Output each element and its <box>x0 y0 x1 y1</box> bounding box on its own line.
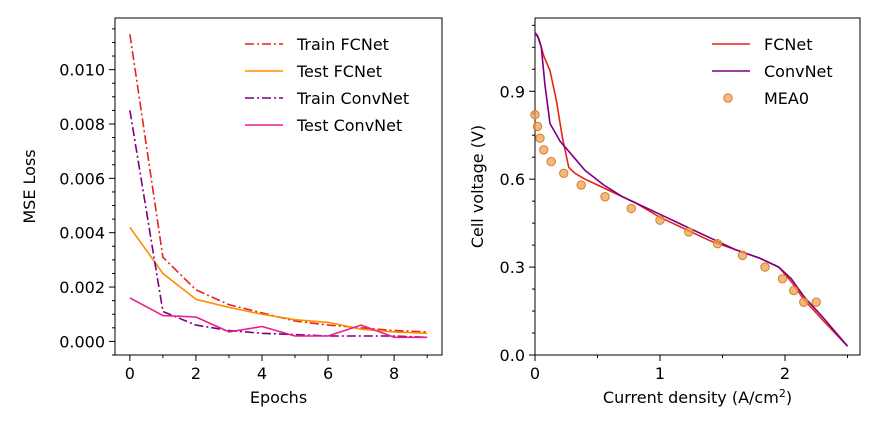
x-tick-label: 2 <box>780 364 790 383</box>
x-axis-label-sup: 2 <box>779 387 786 400</box>
y-tick-label: 0.0 <box>500 346 525 365</box>
data-point <box>535 133 545 143</box>
data-point <box>712 238 723 249</box>
data-point <box>789 285 799 296</box>
x-tick-label: 2 <box>191 364 201 383</box>
x-tick-label: 6 <box>323 364 333 383</box>
series-line <box>129 226 428 335</box>
x-tick-label: 8 <box>389 364 399 383</box>
y-tick-label: 0.6 <box>500 170 525 189</box>
data-point <box>655 215 665 225</box>
series-line <box>129 297 428 339</box>
data-point <box>532 121 543 132</box>
data-point <box>799 297 809 307</box>
plot-frame <box>114 17 443 356</box>
legend-label: Test FCNet <box>296 62 382 81</box>
legend-label: ConvNet <box>764 62 833 81</box>
data-point <box>811 297 821 307</box>
legend-label: Test ConvNet <box>296 116 402 135</box>
legend-label: MEA0 <box>764 89 809 108</box>
loss-chart: 0 2 4 6 8 0.000 0.002 0.004 0.006 0.008 0.010 Train… <box>20 17 443 407</box>
series-line <box>534 32 849 347</box>
data-point <box>626 203 636 214</box>
x-tick-label: 0 <box>530 364 540 383</box>
y-tick-label: 0.3 <box>500 258 525 277</box>
data-point <box>777 274 788 284</box>
x-axis-label-main: Current density (A/cm <box>603 388 779 407</box>
data-point <box>559 168 569 179</box>
polarization-chart: 0 1 2 0.0 0.3 0.6 0.9 FCNet ConvNet MEA0 Current d… <box>468 17 861 407</box>
x-axis-label: Epochs <box>250 388 307 407</box>
data-point <box>737 250 748 261</box>
y-axis-label: MSE Loss <box>20 149 39 223</box>
data-point <box>530 110 540 120</box>
y-tick-label: 0.010 <box>59 61 105 80</box>
legend-marker <box>723 93 733 103</box>
x-tick-label: 4 <box>257 364 267 383</box>
y-axis-label: Cell voltage (V) <box>468 125 487 248</box>
legend-label: Train ConvNet <box>296 89 409 108</box>
data-point <box>600 192 610 202</box>
data-point <box>539 145 549 155</box>
x-axis-label-end: ) <box>786 388 792 407</box>
data-point <box>546 156 556 167</box>
data-point <box>576 180 586 190</box>
x-axis-label: Current density (A/cm2) <box>603 387 792 407</box>
y-tick-label: 0.002 <box>59 278 105 297</box>
series-line <box>129 34 428 333</box>
x-tick-label: 0 <box>125 364 135 383</box>
data-point <box>684 227 694 237</box>
y-tick-label: 0.004 <box>59 224 105 243</box>
y-tick-label: 0.008 <box>59 115 105 134</box>
data-point <box>760 262 770 272</box>
y-tick-label: 0.006 <box>59 169 105 188</box>
y-tick-label: 0.9 <box>500 82 525 101</box>
x-tick-label: 1 <box>655 364 665 383</box>
legend-label: Train FCNet <box>296 35 389 54</box>
plot-frame <box>534 17 861 356</box>
series-line <box>129 110 428 339</box>
legend-label: FCNet <box>764 35 812 54</box>
y-tick-label: 0.000 <box>59 332 105 351</box>
